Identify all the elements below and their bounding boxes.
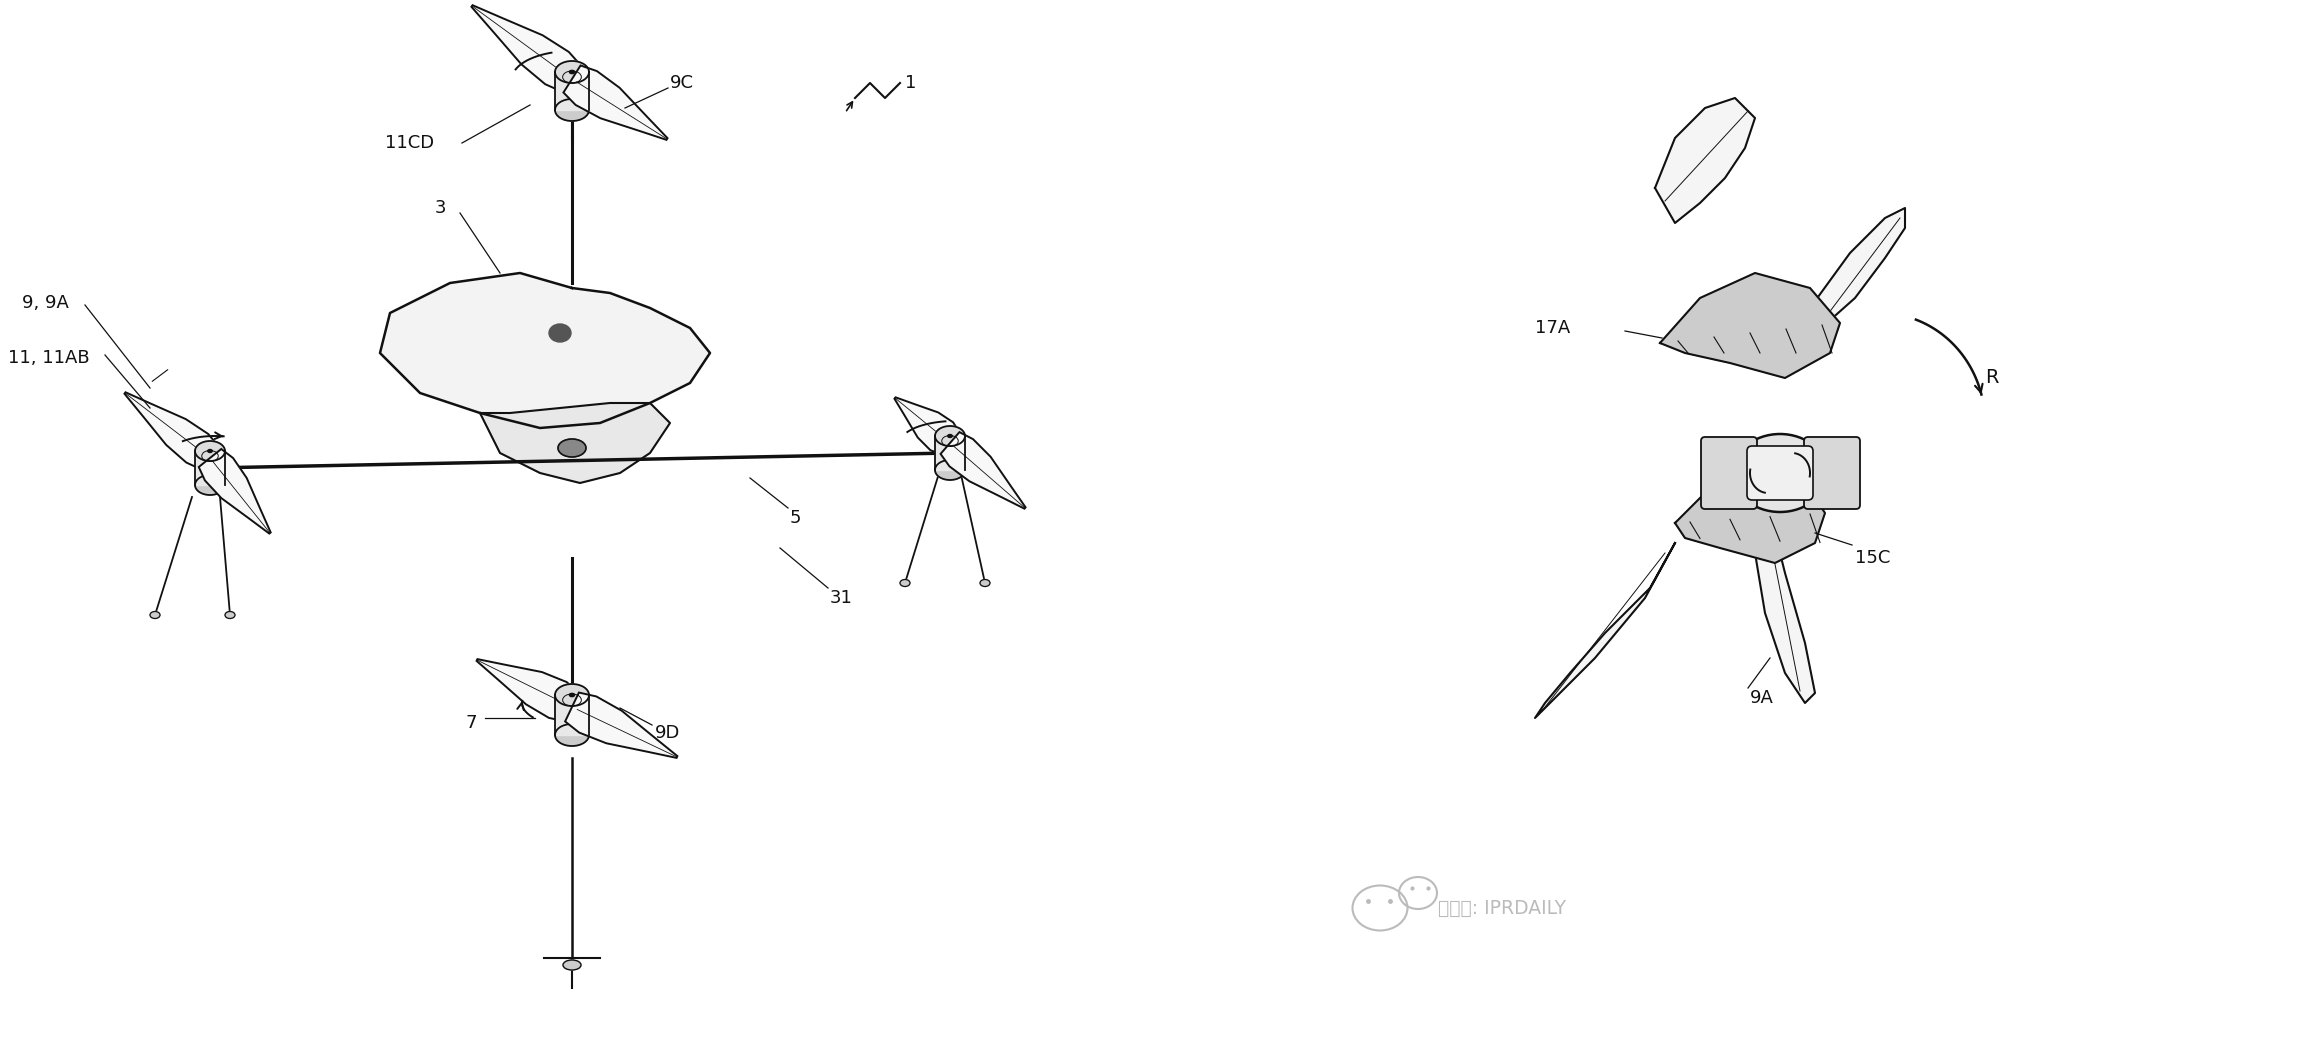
Text: 9A: 9A <box>1751 689 1774 707</box>
Polygon shape <box>471 5 581 92</box>
FancyBboxPatch shape <box>1701 437 1758 509</box>
Polygon shape <box>940 432 1025 509</box>
Ellipse shape <box>979 580 990 586</box>
Ellipse shape <box>935 460 965 480</box>
Text: 微信号: IPRDAILY: 微信号: IPRDAILY <box>1439 898 1565 918</box>
Ellipse shape <box>901 580 910 586</box>
Ellipse shape <box>558 439 586 457</box>
Text: 31: 31 <box>830 589 853 607</box>
Polygon shape <box>1655 98 1756 223</box>
Polygon shape <box>480 403 671 483</box>
Text: 5: 5 <box>791 509 802 527</box>
Ellipse shape <box>556 99 588 121</box>
Ellipse shape <box>556 60 588 83</box>
Ellipse shape <box>195 475 225 495</box>
Ellipse shape <box>1733 434 1827 512</box>
Ellipse shape <box>195 441 225 461</box>
Text: 1: 1 <box>905 74 917 92</box>
Polygon shape <box>935 436 965 470</box>
Ellipse shape <box>556 724 588 746</box>
Text: 9D: 9D <box>655 724 680 742</box>
Text: R: R <box>1985 368 1999 388</box>
Ellipse shape <box>947 435 951 437</box>
Ellipse shape <box>570 694 574 697</box>
FancyBboxPatch shape <box>1746 446 1813 500</box>
Polygon shape <box>556 695 588 735</box>
Polygon shape <box>1535 543 1675 718</box>
Text: 11, 11AB: 11, 11AB <box>7 349 90 367</box>
Ellipse shape <box>207 450 211 453</box>
Polygon shape <box>1675 468 1825 563</box>
Text: 9C: 9C <box>671 74 694 92</box>
Text: 15C: 15C <box>1854 549 1891 567</box>
Ellipse shape <box>556 684 588 706</box>
Polygon shape <box>476 659 579 722</box>
Polygon shape <box>563 66 666 140</box>
Text: 9, 9A: 9, 9A <box>23 294 69 312</box>
Polygon shape <box>379 273 710 428</box>
Ellipse shape <box>549 324 570 342</box>
Ellipse shape <box>149 611 161 618</box>
Polygon shape <box>1786 208 1905 368</box>
Text: 7: 7 <box>464 714 476 732</box>
Ellipse shape <box>563 960 581 970</box>
Polygon shape <box>124 392 218 469</box>
Ellipse shape <box>570 70 574 74</box>
Text: 11CD: 11CD <box>386 134 434 152</box>
Ellipse shape <box>225 611 234 618</box>
Ellipse shape <box>935 426 965 446</box>
FancyBboxPatch shape <box>1804 437 1859 509</box>
Text: 3: 3 <box>434 199 446 217</box>
Polygon shape <box>198 448 271 534</box>
Polygon shape <box>565 693 678 758</box>
Polygon shape <box>556 72 588 110</box>
Polygon shape <box>894 397 958 454</box>
Polygon shape <box>195 451 225 485</box>
Text: 17A: 17A <box>1535 319 1570 337</box>
Polygon shape <box>1751 453 1815 703</box>
Polygon shape <box>1659 273 1841 378</box>
